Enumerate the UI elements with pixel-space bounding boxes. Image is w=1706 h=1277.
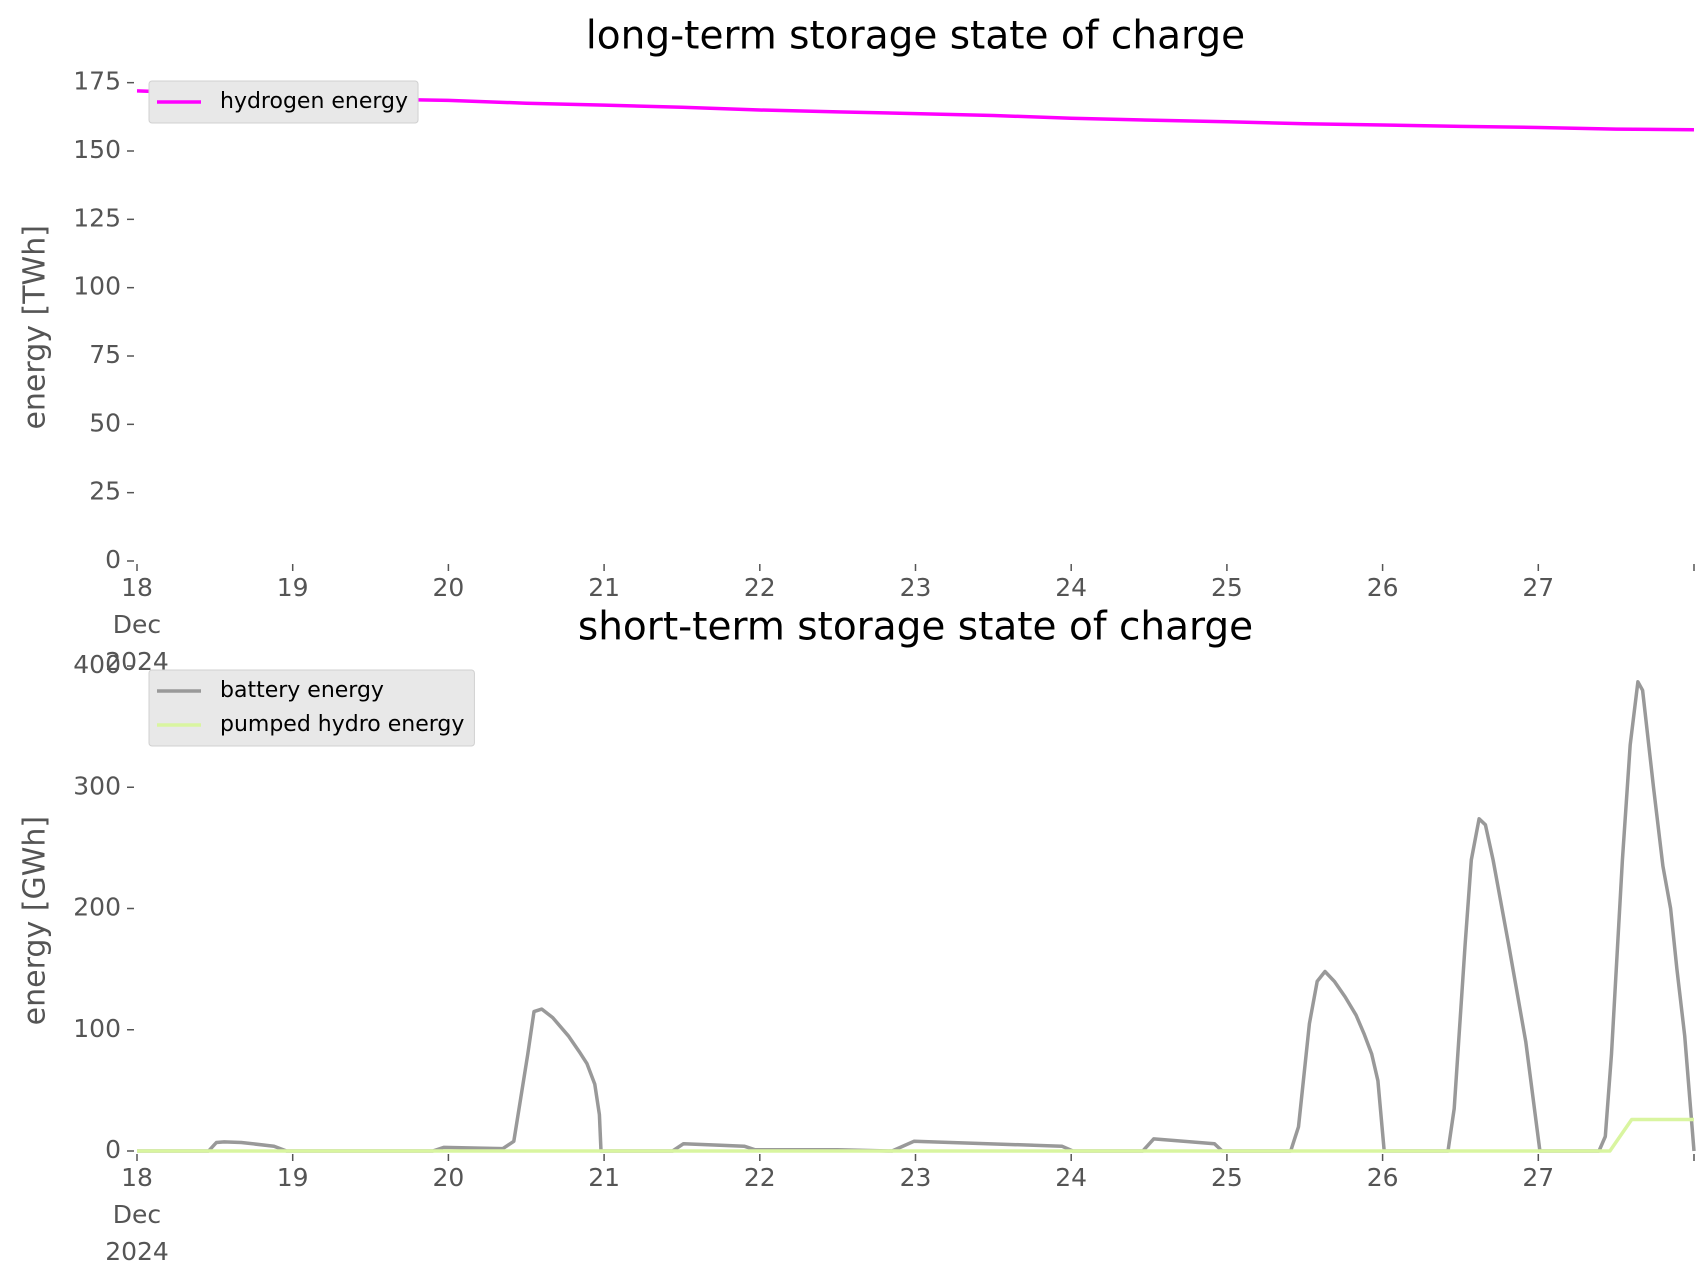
series-line xyxy=(137,1117,1694,1153)
legend-box xyxy=(148,669,475,747)
x-tick-label: 20 xyxy=(432,573,464,602)
x-tick-label: 20 xyxy=(432,1163,464,1192)
x-tick-label: 19 xyxy=(277,573,309,602)
x-tick-label: 21 xyxy=(588,573,620,602)
x-tick-label: 18 Dec 2024 xyxy=(105,1163,169,1266)
y-tick-label: 200 xyxy=(73,893,121,922)
x-tick-label: 27 xyxy=(1522,1163,1554,1192)
y-axis-label: energy [TWh] xyxy=(18,225,53,429)
subplot: long-term storage state of charge energy … xyxy=(18,14,1695,676)
y-tick-label: 100 xyxy=(73,1014,121,1043)
x-tick-label: 24 xyxy=(1055,573,1087,602)
x-tick-label: 22 xyxy=(744,573,776,602)
y-tick-label: 25 xyxy=(89,477,121,506)
y-axis-label: energy [GWh] xyxy=(18,816,53,1025)
legend: hydrogen energy xyxy=(148,80,419,124)
x-tick-label: 26 xyxy=(1367,1163,1399,1192)
x-tick-label: 25 xyxy=(1211,573,1243,602)
y-tick-label: 175 xyxy=(73,67,121,96)
series-line xyxy=(137,680,1696,1153)
y-tick-label: 400 xyxy=(73,650,121,679)
y-tick-label: 100 xyxy=(73,272,121,301)
y-tick-label: 0 xyxy=(105,545,121,574)
x-tick-label: 25 xyxy=(1211,1163,1243,1192)
legend-label: pumped hydro energy xyxy=(220,712,464,737)
y-tick-label: 0 xyxy=(105,1135,121,1164)
x-tick-label: 26 xyxy=(1367,573,1399,602)
x-tick-label: 22 xyxy=(744,1163,776,1192)
legend-label: battery energy xyxy=(220,678,384,703)
x-tick-label-line: 18 xyxy=(121,573,153,602)
x-tick-label-line: Dec xyxy=(113,1200,161,1229)
x-tick-label-line: Dec xyxy=(113,610,161,639)
legend-label: hydrogen energy xyxy=(220,89,408,114)
x-tick-label: 24 xyxy=(1055,1163,1087,1192)
chart-title: short-term storage state of charge xyxy=(578,605,1253,650)
x-tick-label: 21 xyxy=(588,1163,620,1192)
subplot: short-term storage state of charge energy… xyxy=(18,605,1696,1266)
x-tick-label: 23 xyxy=(900,573,932,602)
legend: battery energy pumped hydro energy xyxy=(148,669,475,747)
x-tick-label: 27 xyxy=(1522,573,1554,602)
x-tick-label: 19 xyxy=(277,1163,309,1192)
legend-box xyxy=(148,80,419,124)
x-tick-label: 23 xyxy=(900,1163,932,1192)
y-tick-label: 150 xyxy=(73,135,121,164)
y-tick-label: 300 xyxy=(73,771,121,800)
x-tick-label-line: 2024 xyxy=(105,1237,169,1266)
x-tick-label: 18 Dec 2024 xyxy=(105,573,169,676)
chart-title: long-term storage state of charge xyxy=(586,14,1245,59)
y-tick-label: 75 xyxy=(89,340,121,369)
y-tick-label: 50 xyxy=(89,408,121,437)
x-tick-label-line: 18 xyxy=(121,1163,153,1192)
y-tick-label: 125 xyxy=(73,203,121,232)
